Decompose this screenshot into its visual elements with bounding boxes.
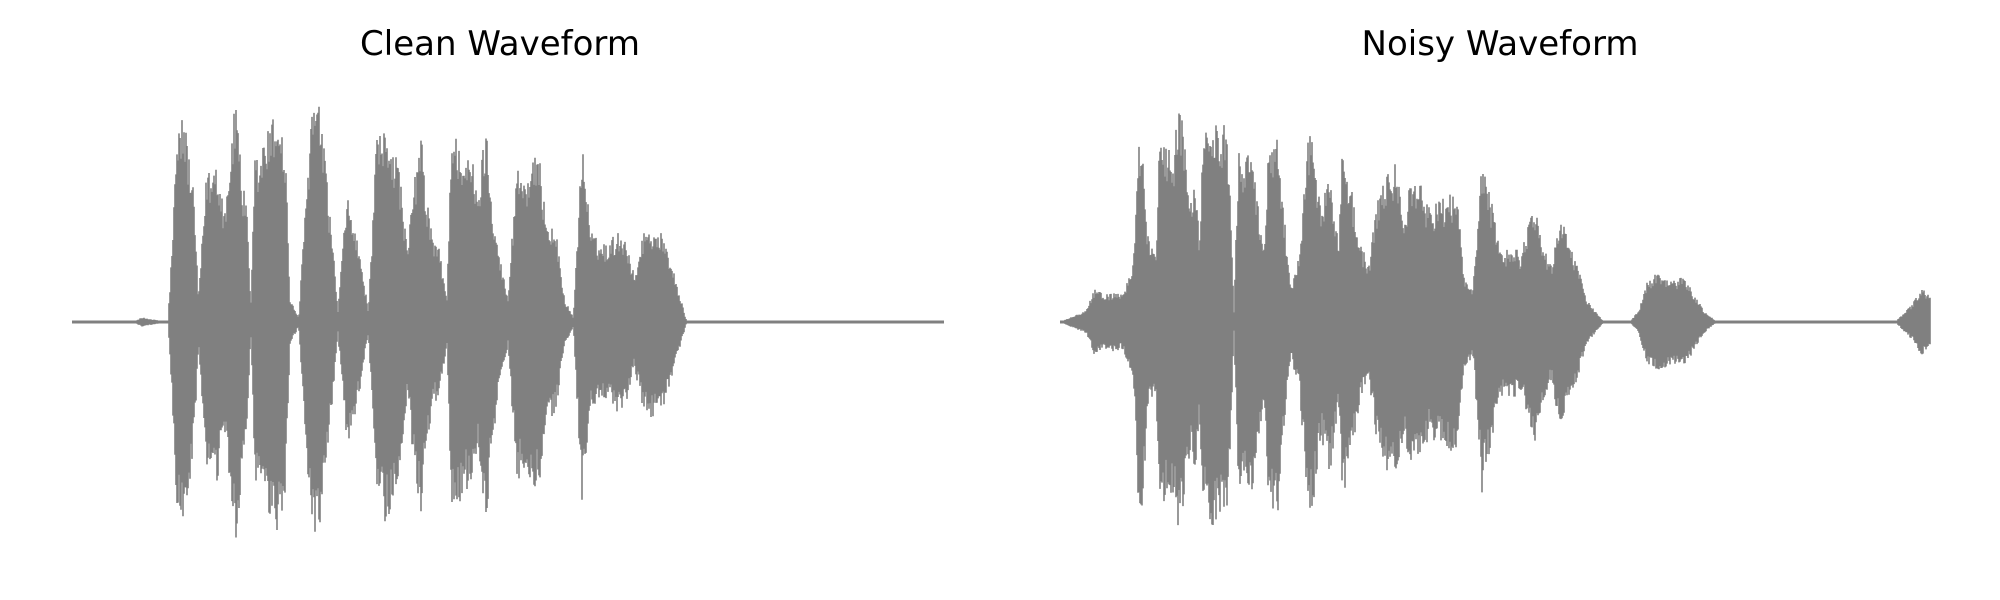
waveform-trace [1060,113,1931,526]
chart-title: Noisy Waveform [1361,24,1639,64]
noisy-waveform-plot [1060,113,1931,526]
waveform-samples [1060,113,1931,526]
chart-title: Clean Waveform [360,24,640,64]
noisy-waveform-panel: Noisy Waveform [1000,0,2000,600]
waveform-samples [133,106,687,538]
clean-waveform-panel: Clean Waveform [72,24,944,538]
waveform-trace [133,106,687,538]
clean-waveform-plot [72,106,944,538]
